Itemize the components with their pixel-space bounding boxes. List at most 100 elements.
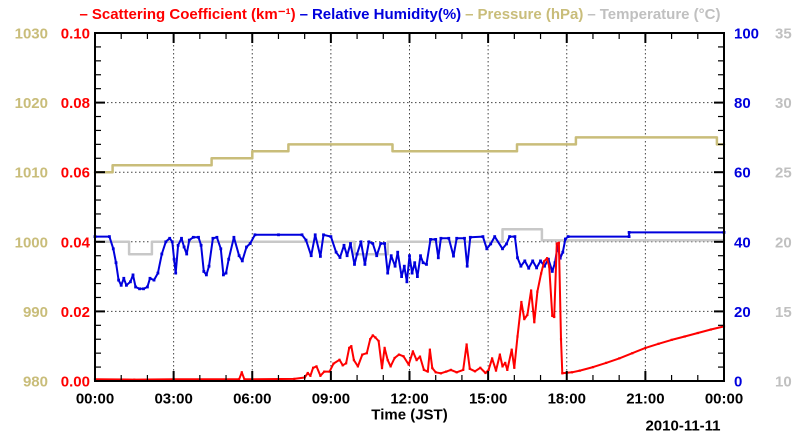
series-marker-scattering (422, 368, 425, 371)
series-marker-rh (513, 235, 517, 238)
series-marker-scattering (243, 378, 246, 381)
x-axis-tick-label: 06:00 (233, 391, 271, 408)
series-marker-scattering (468, 367, 471, 370)
series-marker-rh (309, 254, 313, 258)
series-marker-rh (501, 247, 504, 251)
series-marker-rh (119, 283, 123, 287)
x-axis-tick-label: 09:00 (312, 391, 350, 408)
series-marker-rh (180, 236, 183, 240)
axis-tick-label-rh: 40 (734, 234, 751, 251)
series-marker-rh (566, 235, 570, 238)
series-marker-rh (539, 259, 542, 263)
legend-label: Scattering Coefficient (km⁻¹) (91, 6, 296, 23)
series-marker-scattering (540, 272, 543, 275)
series-marker-scattering (465, 343, 468, 346)
series-marker-scattering (520, 300, 523, 304)
axis-tick-label-pressure: 1010 (15, 165, 48, 182)
series-marker-rh (383, 242, 386, 245)
series-marker-rh (413, 261, 417, 265)
series-marker-rh (396, 250, 400, 254)
axis-tick-label-rh: 100 (734, 26, 759, 43)
series-marker-scattering (426, 370, 429, 373)
series-marker-scattering (434, 371, 437, 374)
series-marker-scattering (407, 363, 410, 366)
series-marker-rh (334, 250, 338, 254)
series-marker-scattering (356, 365, 359, 368)
series-marker-rh (232, 235, 236, 239)
chart-legend: – Scattering Coefficient (km⁻¹) – Relative … (0, 5, 800, 23)
series-marker-rh (379, 242, 383, 245)
series-marker-rh (468, 235, 472, 239)
series-marker-rh (197, 235, 200, 239)
axis-tick-label-scattering: 0.00 (61, 374, 90, 391)
series-marker-rh (481, 235, 485, 238)
series-marker-scattering (561, 372, 564, 375)
series-marker-rh (516, 256, 519, 260)
series-marker-rh (108, 235, 111, 238)
series-marker-scattering (513, 366, 516, 369)
series-marker-scattering (332, 362, 335, 365)
axis-tick-label-scattering: 0.04 (61, 234, 91, 251)
legend-item: – Relative Humidity(%) (300, 6, 462, 23)
series-marker-rh (489, 242, 493, 246)
series-marker-rh (547, 257, 550, 261)
series-marker-rh (170, 240, 174, 244)
series-marker-rh (389, 254, 393, 258)
series-marker-rh (322, 233, 325, 237)
series-marker-rh (117, 278, 120, 282)
series-marker-rh (245, 245, 248, 249)
series-marker-scattering (397, 353, 401, 356)
series-marker-rh (207, 264, 211, 268)
series-marker-rh (174, 271, 178, 275)
series-marker-rh (561, 250, 565, 254)
series-marker-scattering (380, 367, 384, 370)
series-marker-rh (129, 280, 132, 284)
legend-dash-icon: – (299, 6, 308, 23)
series-marker-scattering (369, 338, 372, 341)
series-marker-scattering (389, 365, 392, 368)
series-marker-rh (131, 273, 135, 277)
series-marker-scattering (591, 366, 595, 369)
series-marker-scattering (439, 372, 442, 375)
series-marker-rh (172, 257, 176, 261)
series-marker-scattering (445, 370, 448, 373)
series-marker-rh (168, 236, 172, 240)
series-marker-rh (421, 261, 425, 265)
series-marker-rh (240, 259, 244, 263)
series-marker-rh (319, 255, 322, 258)
axis-tick-label-scattering: 0.08 (61, 95, 90, 112)
series-marker-scattering (319, 374, 322, 377)
series-marker-rh (386, 271, 390, 275)
series-marker-scattering (530, 289, 533, 292)
axis-tick-label-temperature: 10 (775, 374, 792, 391)
axis-tick-label-temperature: 35 (775, 26, 792, 43)
axis-tick-label-temperature: 30 (775, 95, 792, 112)
axis-tick-label-pressure: 1020 (15, 95, 48, 112)
series-marker-scattering (657, 342, 660, 345)
series-marker-rh (419, 254, 422, 258)
series-marker-rh (191, 235, 195, 239)
series-marker-rh (224, 271, 228, 275)
legend-dash-icon: – (465, 6, 474, 23)
series-marker-rh (452, 254, 455, 258)
series-line-temperature (93, 228, 726, 256)
series-marker-rh (627, 235, 631, 238)
axis-tick-label-rh: 20 (734, 304, 751, 321)
series-marker-rh (164, 240, 168, 244)
series-marker-scattering (578, 369, 581, 372)
series-marker-scattering (455, 371, 458, 374)
series-marker-rh (519, 264, 523, 268)
series-marker-scattering (240, 371, 243, 374)
series-marker-rh (447, 236, 451, 240)
series-marker-rh (375, 254, 379, 258)
series-marker-rh (342, 243, 346, 247)
series-marker-rh (550, 270, 554, 273)
series-marker-scattering (431, 367, 434, 370)
series-marker-scattering (551, 314, 554, 317)
axis-tick-label-rh: 60 (734, 165, 751, 182)
legend-dash-icon: – (79, 6, 88, 23)
series-marker-rh (253, 233, 257, 237)
axis-tick-label-scattering: 0.06 (61, 165, 90, 182)
series-marker-scattering (670, 338, 673, 341)
